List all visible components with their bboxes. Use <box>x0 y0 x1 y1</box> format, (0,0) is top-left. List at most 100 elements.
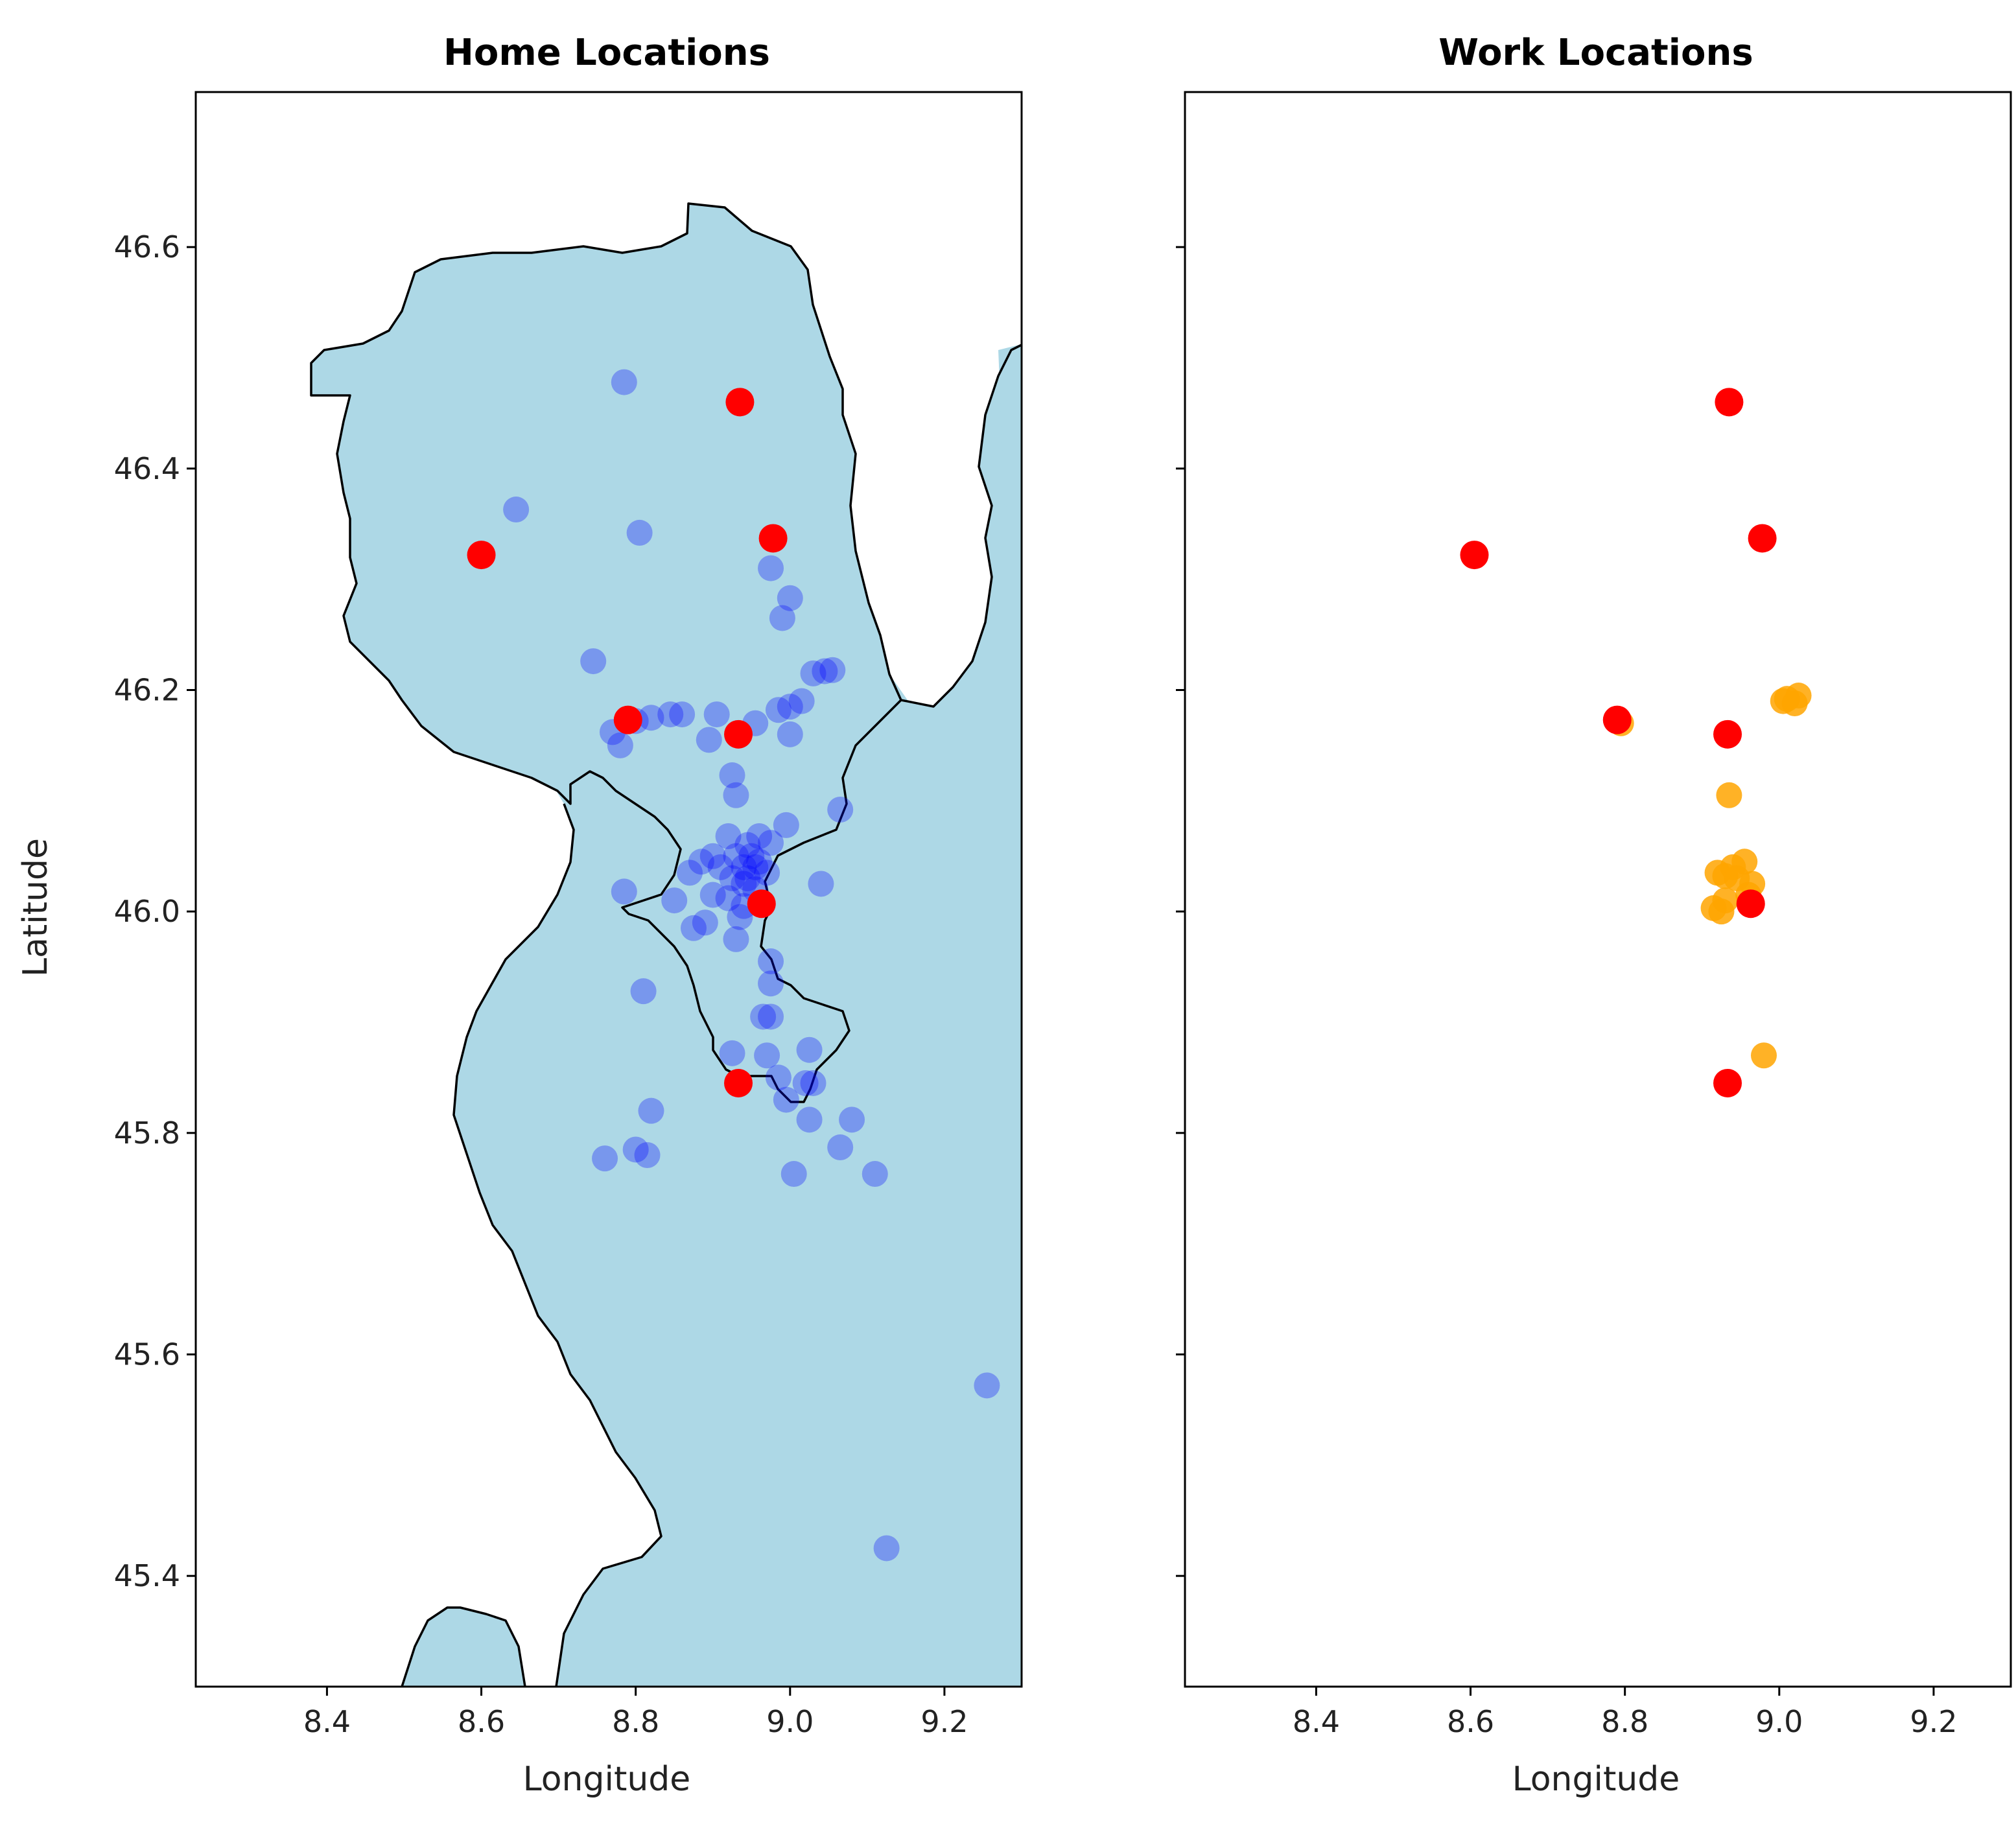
home-point-s0-31 <box>699 843 726 869</box>
home-point-s0-38 <box>731 871 757 897</box>
home-point-s0-15 <box>657 701 684 728</box>
home-x-tick-label-0: 8.4 <box>303 1704 351 1739</box>
home-point-s0-74 <box>723 843 749 869</box>
home-point-s0-59 <box>800 1070 826 1096</box>
home-ylabel: Latitude <box>16 838 55 977</box>
work-point-s1-4 <box>1713 720 1742 749</box>
home-border <box>310 202 902 1103</box>
home-point-s0-46 <box>692 909 718 936</box>
home-point-s0-73 <box>746 849 773 875</box>
work-point-s1-0 <box>1715 388 1744 417</box>
work-points <box>1460 388 1812 1097</box>
home-point-s0-39 <box>808 871 834 897</box>
home-point-s0-53 <box>750 1003 777 1030</box>
home-point-s0-36 <box>754 860 780 886</box>
home-point-s0-10 <box>788 688 815 714</box>
home-panel: Home Locations 8.4 8.6 8.8 9.0 9.2 45.445.64… <box>16 32 1023 1799</box>
work-x-tick-label-4: 9.2 <box>1910 1704 1957 1739</box>
home-point-s0-57 <box>765 1064 791 1091</box>
home-point-s0-22 <box>777 721 803 747</box>
home-x-tick-label-4: 9.2 <box>920 1704 968 1739</box>
work-x-ticks: 8.4 8.6 8.8 9.0 9.2 <box>1293 1687 1958 1739</box>
work-x-tick-label-1: 8.6 <box>1447 1704 1494 1739</box>
home-point-s0-35 <box>742 854 769 880</box>
home-point-s0-40 <box>611 878 637 905</box>
home-point-s0-66 <box>592 1145 618 1172</box>
work-x-tick-label-0: 8.4 <box>1293 1704 1340 1739</box>
home-point-s0-7 <box>812 658 838 685</box>
home-point-s0-32 <box>688 849 714 875</box>
home-point-s0-77 <box>707 854 734 880</box>
work-point-s0-5 <box>1716 782 1742 808</box>
home-point-s0-37 <box>719 865 745 891</box>
work-panel: Work Locations 8.4 8.6 8.8 9.0 9.2 Longitude <box>1176 32 2012 1799</box>
work-xlabel: Longitude <box>1512 1760 1680 1799</box>
home-land-sw <box>402 1608 525 1687</box>
work-y-ticks <box>1176 246 1185 1577</box>
work-shore-sw <box>1391 1608 1514 1687</box>
home-point-s0-70 <box>974 1372 1000 1399</box>
home-y-tick-label-3: 46.0 <box>114 894 180 929</box>
home-y-tick-label-5: 46.4 <box>114 451 180 486</box>
home-point-s1-3 <box>613 705 642 734</box>
home-point-s0-58 <box>792 1070 819 1096</box>
home-point-s0-71 <box>873 1535 900 1562</box>
home-y-tick-label-6: 46.6 <box>114 229 180 264</box>
home-y-tick-label-1: 45.6 <box>114 1337 180 1372</box>
home-y-tick-label-2: 45.8 <box>114 1116 180 1151</box>
home-point-s0-61 <box>796 1106 823 1133</box>
work-point-s1-2 <box>1748 524 1777 553</box>
home-point-s0-33 <box>677 860 703 886</box>
home-point-s0-62 <box>839 1106 865 1133</box>
home-x-tick-label-3: 9.0 <box>766 1704 814 1739</box>
home-point-s0-8 <box>800 660 826 686</box>
home-point-s0-0 <box>611 369 637 395</box>
home-point-s1-2 <box>758 524 788 553</box>
home-point-s0-23 <box>719 762 745 789</box>
home-point-s0-27 <box>715 823 742 849</box>
work-point-s1-3 <box>1602 705 1632 734</box>
work-x-tick-label-3: 9.0 <box>1755 1704 1803 1739</box>
home-shore-west <box>452 803 662 1687</box>
home-xlabel: Longitude <box>523 1760 691 1799</box>
home-point-s0-9 <box>819 657 846 683</box>
home-point-s0-24 <box>723 782 749 808</box>
home-point-s0-60 <box>773 1086 799 1113</box>
home-y-tick-label-0: 45.4 <box>114 1558 180 1593</box>
home-point-s0-43 <box>715 885 742 911</box>
home-point-s0-50 <box>758 970 784 997</box>
home-y-ticks: 45.4 45.6 45.8 46.0 46.2 46.4 46.6 <box>114 229 196 1593</box>
home-point-s0-28 <box>746 823 773 849</box>
home-y-tick-label-4: 46.2 <box>114 673 180 708</box>
work-shore-west <box>1443 804 1650 1687</box>
home-point-s0-25 <box>827 797 854 823</box>
home-point-s0-67 <box>827 1134 854 1161</box>
home-title: Home Locations <box>443 32 770 74</box>
home-point-s0-11 <box>777 694 803 720</box>
work-point-s0-3 <box>1774 686 1800 712</box>
home-point-s0-30 <box>734 832 761 858</box>
work-point-s1-1 <box>1460 541 1489 570</box>
home-point-s0-54 <box>719 1040 745 1066</box>
home-point-s0-19 <box>607 732 633 758</box>
home-point-s0-14 <box>669 701 696 728</box>
work-land-sw <box>1391 1608 1514 1687</box>
home-point-s1-5 <box>747 889 776 919</box>
home-point-s0-42 <box>699 882 726 908</box>
home-point-s0-13 <box>703 701 730 728</box>
home-point-s0-26 <box>773 812 799 838</box>
home-x-tick-label-2: 8.8 <box>612 1704 659 1739</box>
home-x-tick-label-1: 8.6 <box>458 1704 505 1739</box>
home-point-s0-12 <box>765 697 791 723</box>
home-point-s0-48 <box>723 926 749 952</box>
home-land-east <box>998 344 1022 517</box>
home-point-s0-45 <box>727 904 753 930</box>
home-point-s0-41 <box>661 887 688 914</box>
home-point-s0-75 <box>734 865 761 891</box>
home-point-s0-29 <box>758 830 784 856</box>
home-point-s0-6 <box>580 648 607 675</box>
home-point-s0-68 <box>780 1161 807 1188</box>
home-shore-east <box>900 344 1022 708</box>
home-point-s0-65 <box>634 1142 661 1168</box>
